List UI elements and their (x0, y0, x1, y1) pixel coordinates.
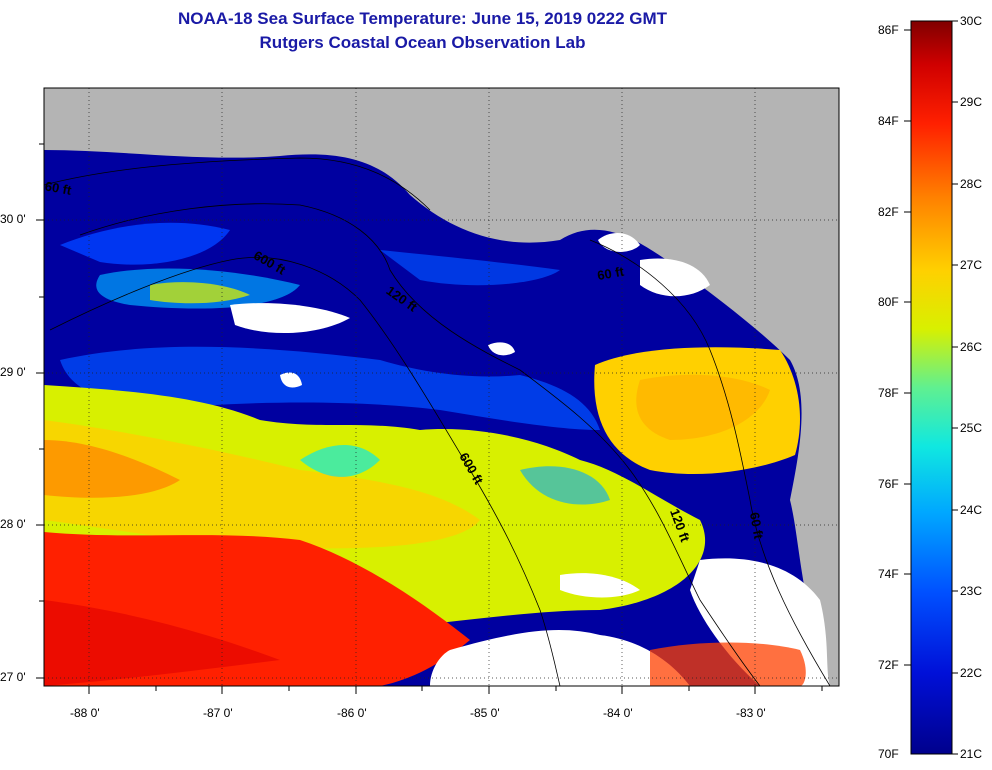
colorbar-f-label: 76F (878, 477, 899, 491)
colorbar-c-label: 27C (960, 258, 983, 272)
colorbar-f-label: 78F (878, 386, 899, 400)
colorbar-c-label: 23C (960, 584, 983, 598)
contour-label: 60 ft (596, 264, 626, 284)
colorbar-f-label: 72F (878, 658, 899, 672)
axis-ticks (36, 143, 823, 694)
contour-label: 60 ft (44, 178, 74, 198)
colorbar-c-label: 30C (960, 14, 983, 28)
colorbar-c-label: 25C (960, 421, 983, 435)
colorbar-c-label: 22C (960, 666, 983, 680)
colorbar-f-label: 74F (878, 567, 899, 581)
lon-tick-label: -87 0' (203, 706, 233, 720)
colorbar-c-label: 26C (960, 340, 983, 354)
colorbar-f-label: 84F (878, 114, 899, 128)
graticule (44, 88, 839, 686)
colorbar-ticks (904, 20, 958, 755)
colorbar-gradient (911, 21, 952, 754)
lat-tick-label: 29 0' (0, 365, 26, 379)
colorbar-f-label: 70F (878, 747, 899, 761)
lon-tick-label: -86 0' (337, 706, 367, 720)
lon-tick-label: -84 0' (603, 706, 633, 720)
map-subtitle: Rutgers Coastal Ocean Observation Lab (259, 33, 586, 52)
lat-tick-label: 30 0' (0, 212, 26, 226)
colorbar-c-label: 24C (960, 503, 983, 517)
colorbar-c-label: 29C (960, 95, 983, 109)
map-plot-area: 60 ft 600 ft 120 ft 600 ft 120 ft 60 ft … (44, 88, 839, 686)
lat-tick-label: 28 0' (0, 517, 26, 531)
lon-tick-label: -83 0' (736, 706, 766, 720)
lat-tick-label: 27 0' (0, 670, 26, 684)
colorbar-f-label: 86F (878, 23, 899, 37)
colorbar-f-label: 80F (878, 295, 899, 309)
lon-tick-label: -88 0' (70, 706, 100, 720)
contour-label: 60 ft (747, 511, 767, 541)
map-frame (43, 87, 840, 687)
colorbar-c-label: 28C (960, 177, 983, 191)
cloud-cover (430, 630, 690, 686)
colorbar-f-label: 82F (878, 205, 899, 219)
map-title: NOAA-18 Sea Surface Temperature: June 15… (177, 9, 668, 28)
colorbar-c-label: 21C (960, 747, 983, 761)
lon-tick-label: -85 0' (470, 706, 500, 720)
